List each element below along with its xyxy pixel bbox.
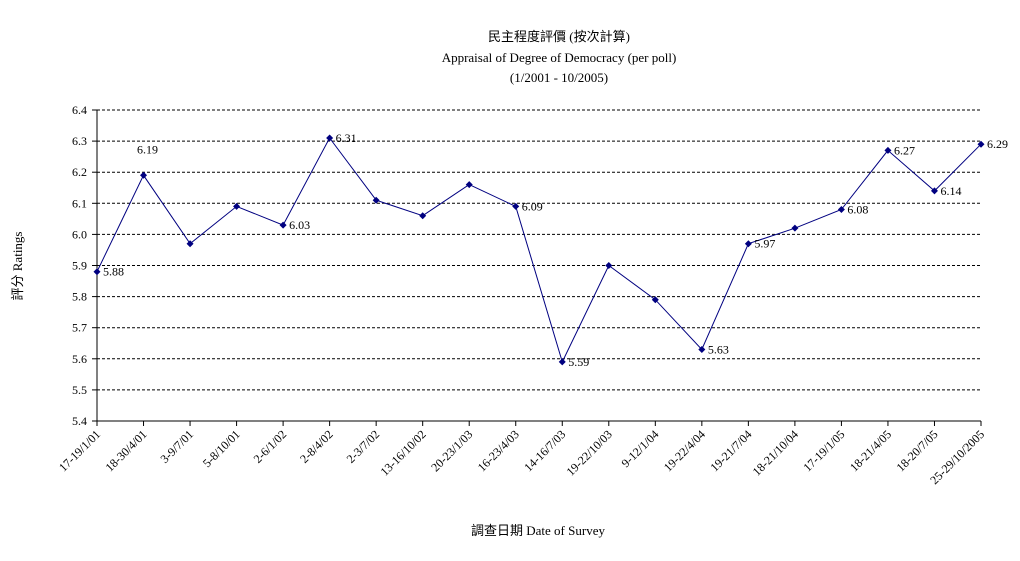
- data-label: 5.88: [103, 265, 124, 279]
- y-tick-label: 6.3: [72, 134, 87, 148]
- data-point: [140, 171, 148, 179]
- y-tick-label: 5.4: [72, 414, 87, 428]
- x-tick-label: 17-19/1/01: [56, 427, 103, 474]
- data-label: 6.03: [289, 218, 310, 232]
- chart-subtitle: Appraisal of Degree of Democracy (per po…: [442, 50, 677, 65]
- x-tick-label: 9-12/1/04: [619, 427, 662, 470]
- x-tick-label: 2-6/1/02: [251, 427, 290, 466]
- x-tick-label: 14-16/7/03: [521, 427, 568, 474]
- y-tick-label: 5.8: [72, 290, 87, 304]
- data-label: 6.14: [940, 184, 961, 198]
- x-tick-label: 18-30/4/01: [103, 427, 150, 474]
- x-tick-label: 20-23/1/03: [428, 427, 475, 474]
- y-axis: 5.4 5.5 5.6 5.7 5.8 5.9 6.0 6.1 6.2 6.3 6.4: [72, 103, 98, 428]
- markers: [93, 134, 985, 366]
- series-line: [96, 137, 982, 364]
- x-tick-label: 5-8/10/01: [200, 427, 243, 470]
- data-point: [651, 296, 659, 304]
- y-tick-label: 6.2: [72, 165, 87, 179]
- data-point: [372, 196, 380, 204]
- x-tick-label: 18-21/10/04: [750, 427, 801, 478]
- data-point: [744, 240, 752, 248]
- y-tick-label: 5.9: [72, 259, 87, 273]
- x-tick-label: 16-23/4/03: [475, 427, 522, 474]
- y-tick-label: 5.5: [72, 383, 87, 397]
- data-label: 6.27: [894, 143, 915, 157]
- chart-date-range: (1/2001 - 10/2005): [510, 70, 608, 85]
- data-point: [977, 140, 985, 148]
- data-point: [419, 212, 427, 220]
- data-point: [279, 221, 287, 229]
- y-tick-label: 5.6: [72, 352, 87, 366]
- x-tick-label: 2-8/4/02: [297, 427, 336, 466]
- data-labels: 5.88 6.19 6.03 6.31 6.09 5.59 5.63 5.97 6.08 6.27…: [103, 131, 1008, 369]
- data-point: [558, 358, 566, 366]
- data-point: [605, 262, 613, 269]
- data-label: 6.31: [336, 131, 357, 145]
- data-point: [791, 224, 799, 232]
- data-label: 6.19: [137, 142, 158, 156]
- series-line-group: [96, 137, 982, 364]
- data-point: [698, 345, 706, 353]
- x-tick-label: 18-21/4/05: [847, 427, 894, 474]
- x-tick-label: 13-16/10/02: [377, 427, 428, 478]
- y-tick-label: 5.7: [72, 321, 87, 335]
- x-tick-label: 19-22/4/04: [661, 427, 708, 474]
- data-label: 6.29: [987, 137, 1008, 151]
- data-point: [465, 181, 473, 189]
- data-label: 6.09: [522, 199, 543, 213]
- data-point: [884, 146, 892, 154]
- data-point: [930, 187, 938, 195]
- gridlines: [97, 109, 981, 391]
- y-tick-label: 6.4: [72, 103, 87, 117]
- x-tick-label: 3-9/7/01: [158, 427, 197, 466]
- data-point: [186, 240, 194, 248]
- data-point: [837, 206, 845, 214]
- x-axis: 17-19/1/01 18-30/4/01 3-9/7/01 5-8/10/01 2-6…: [56, 420, 987, 487]
- data-point: [233, 202, 241, 210]
- data-label: 5.97: [754, 237, 775, 251]
- y-tick-label: 6.0: [72, 227, 87, 241]
- data-label: 5.59: [568, 355, 589, 369]
- x-tick-label: 18-20/7/05: [893, 427, 940, 474]
- data-label: 5.63: [708, 342, 729, 356]
- chart-title: 民主程度評價 (按次計算): [488, 29, 630, 44]
- y-axis-title: 評分 Ratings: [10, 232, 25, 301]
- data-point: [512, 202, 520, 210]
- y-tick-label: 6.1: [72, 196, 87, 210]
- data-point: [93, 268, 101, 276]
- x-tick-label: 17-19/1/05: [800, 427, 847, 474]
- x-tick-label: 2-3/7/02: [344, 427, 383, 466]
- data-point: [326, 134, 334, 142]
- x-tick-label: 19-22/10/03: [564, 427, 615, 478]
- data-label: 6.08: [847, 203, 868, 217]
- x-tick-label: 19-21/7/04: [707, 427, 754, 474]
- x-axis-title: 調查日期 Date of Survey: [471, 523, 605, 538]
